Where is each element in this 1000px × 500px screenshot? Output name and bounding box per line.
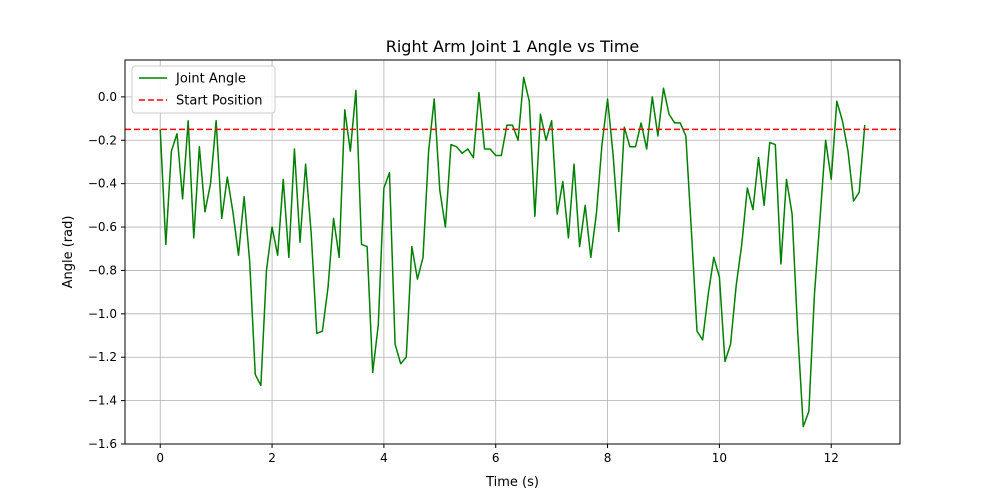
chart-title: Right Arm Joint 1 Angle vs Time — [386, 37, 640, 56]
x-tick-label: 4 — [380, 451, 388, 465]
y-tick-label: −0.4 — [88, 177, 117, 191]
legend-label-start-position: Start Position — [176, 94, 263, 109]
y-axis-label: Angle (rad) — [61, 216, 76, 289]
x-axis-label: Time (s) — [485, 475, 539, 490]
x-tick-label: 12 — [824, 451, 839, 465]
legend: Joint Angle Start Position — [131, 65, 276, 114]
y-tick-label: −1.2 — [88, 350, 117, 364]
x-tick-label: 10 — [712, 451, 727, 465]
y-tick-label: −0.6 — [88, 220, 117, 234]
x-tick-label: 2 — [268, 451, 276, 465]
plot-frame — [124, 59, 901, 445]
x-tick-label: 8 — [604, 451, 612, 465]
x-tick-label: 6 — [492, 451, 500, 465]
y-tick-label: −1.6 — [88, 437, 117, 451]
series-joint-angle-line — [159, 76, 866, 428]
legend-label-joint-angle: Joint Angle — [175, 72, 246, 87]
y-axis-ticks: −1.6 −1.4 −1.2 −1.0 −0.8 −0.6 −0.4 −0.2 0.0 — [88, 90, 125, 451]
y-tick-label: −0.8 — [88, 263, 117, 277]
x-tick-label: 0 — [156, 451, 164, 465]
y-tick-label: −1.0 — [88, 307, 117, 321]
y-tick-label: −0.2 — [88, 133, 117, 147]
legend-box — [131, 65, 276, 114]
series-layer — [125, 76, 900, 428]
y-tick-label: 0.0 — [98, 90, 117, 104]
y-tick-label: −1.4 — [88, 394, 117, 408]
x-axis-ticks: 0 2 4 6 8 10 12 — [156, 444, 839, 465]
